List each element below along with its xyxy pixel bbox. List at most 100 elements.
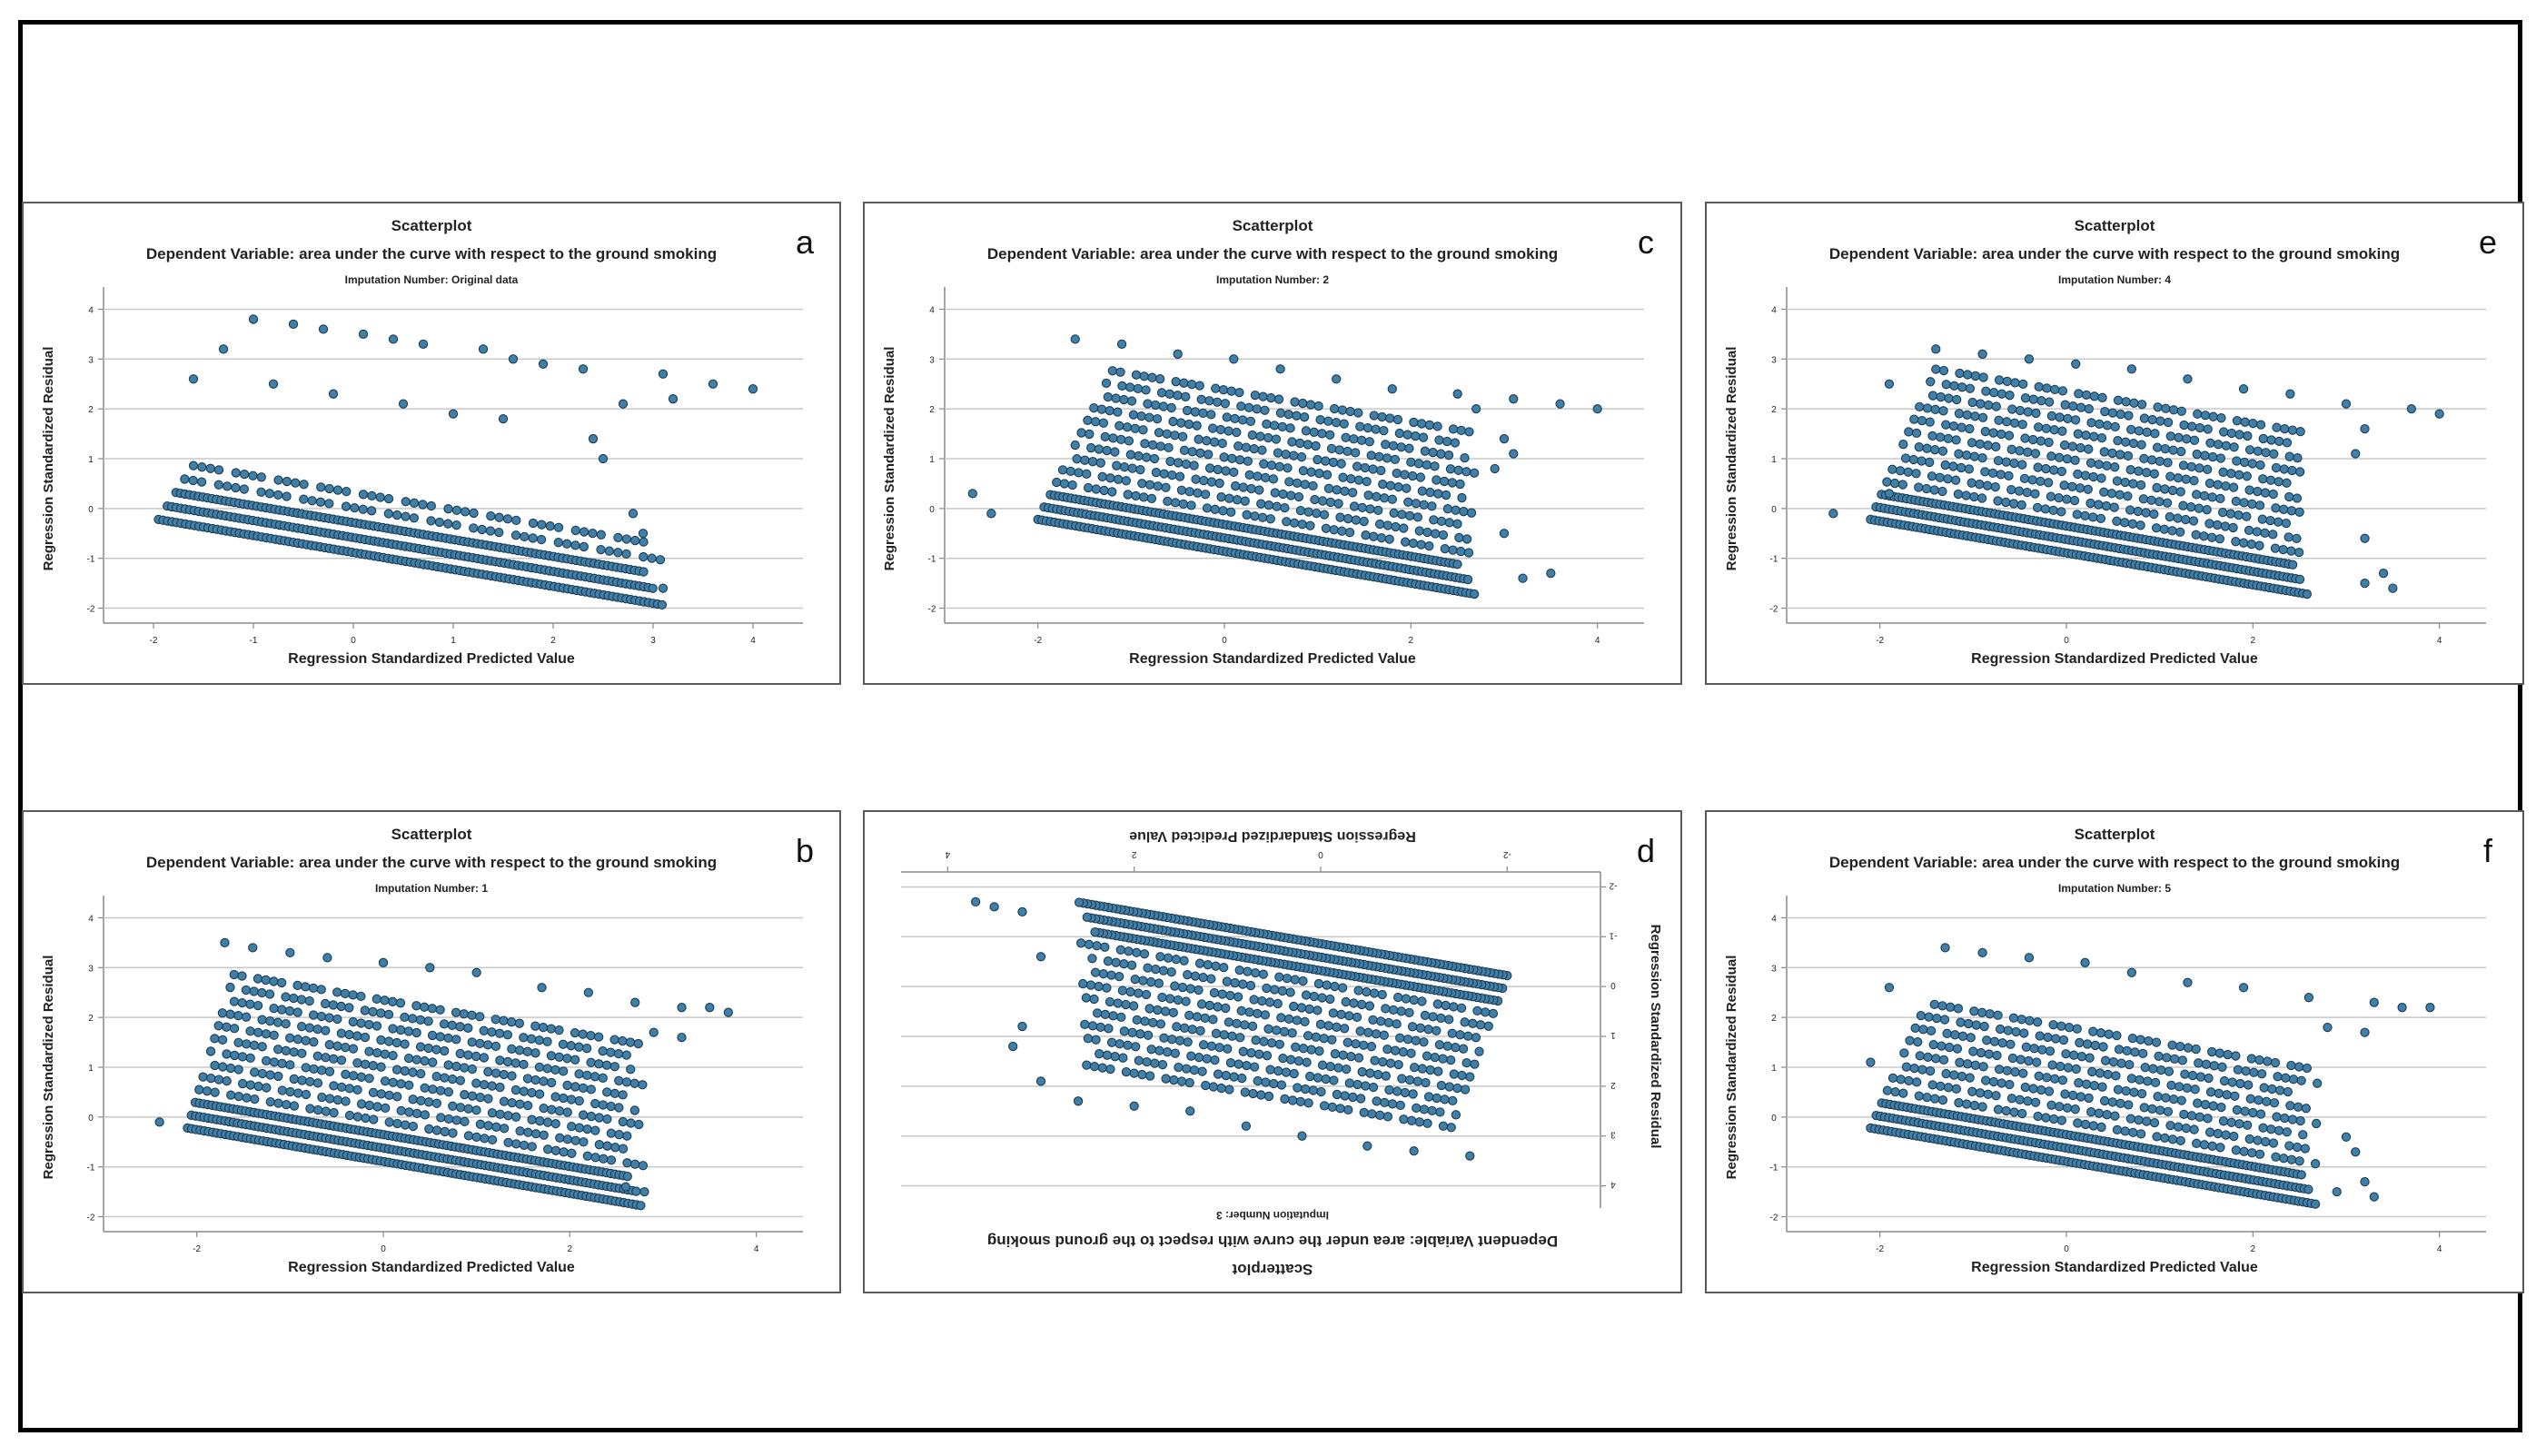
data-point <box>2274 436 2284 447</box>
data-point <box>443 1060 453 1070</box>
data-point <box>245 999 255 1009</box>
data-point <box>2262 1096 2272 1106</box>
data-point <box>1152 413 1163 424</box>
data-point <box>2205 1087 2216 1097</box>
data-point <box>1325 994 1335 1005</box>
data-point <box>598 1046 608 1056</box>
data-point <box>2284 1141 2294 1151</box>
data-point <box>1248 1088 1258 1099</box>
data-point <box>2014 486 2025 496</box>
data-point <box>1452 560 1462 570</box>
data-point <box>1984 1049 1994 1059</box>
data-point <box>1155 1019 1166 1029</box>
data-point <box>213 1075 224 1085</box>
data-point <box>2062 454 2073 464</box>
data-point <box>225 1090 236 1100</box>
data-point <box>1432 999 1442 1009</box>
data-point <box>1117 986 1127 995</box>
data-point <box>604 546 615 556</box>
data-point <box>1353 1053 1364 1063</box>
data-point <box>1414 526 1424 536</box>
data-point <box>1404 1007 1414 1018</box>
data-point <box>618 1090 628 1100</box>
data-point <box>2204 519 2214 529</box>
data-point <box>2200 1099 2211 1110</box>
data-point <box>1262 419 1272 430</box>
data-point <box>403 1026 414 1036</box>
data-point <box>528 533 538 543</box>
data-point <box>1225 990 1235 1001</box>
data-point <box>2248 1107 2258 1118</box>
data-point <box>1945 1042 1955 1053</box>
data-point <box>384 1117 394 1127</box>
data-point <box>2125 1059 2135 1070</box>
data-point <box>483 1094 493 1104</box>
data-point <box>467 1064 478 1075</box>
data-point <box>1442 436 1452 447</box>
data-point <box>213 480 223 490</box>
data-point <box>336 1082 347 1093</box>
data-point <box>356 1072 367 1082</box>
data-point <box>1355 1094 1366 1104</box>
data-point <box>1435 1107 1445 1117</box>
data-point <box>1463 548 1474 558</box>
data-point <box>1456 1003 1467 1014</box>
data-point <box>297 1075 307 1085</box>
data-point <box>1084 939 1095 949</box>
data-point <box>2125 1114 2135 1124</box>
data-point <box>1274 972 1284 982</box>
data-point <box>1114 1039 1124 1049</box>
data-point <box>1105 1064 1115 1075</box>
data-point <box>1219 963 1229 973</box>
y-tick-label: 0 <box>1610 980 1616 990</box>
data-point <box>1470 1059 1480 1069</box>
data-point <box>1155 441 1165 451</box>
data-point <box>629 1078 639 1088</box>
data-point <box>1151 965 1161 975</box>
data-point <box>1450 438 1461 448</box>
data-point <box>1174 1062 1184 1073</box>
data-point <box>1252 404 1262 414</box>
data-point <box>2001 1105 2011 1116</box>
data-point <box>566 1041 576 1051</box>
data-point <box>1387 384 1397 394</box>
data-point <box>2031 408 2041 419</box>
data-point <box>1904 1075 1914 1086</box>
data-point <box>1336 459 1346 469</box>
data-point <box>2231 1051 2241 1061</box>
data-point <box>1362 422 1373 433</box>
data-point <box>1266 461 1277 470</box>
chart-title: Scatterplot <box>391 826 472 843</box>
data-point <box>1449 1002 1459 1012</box>
data-point <box>1300 480 1310 490</box>
data-point <box>2095 1028 2106 1038</box>
data-point <box>1206 477 1217 487</box>
data-point <box>1298 1044 1309 1054</box>
y-tick-label: -1 <box>87 555 95 565</box>
data-point <box>2182 434 2192 444</box>
data-point <box>2121 437 2131 447</box>
data-point <box>1217 439 1227 449</box>
data-point <box>1329 403 1340 414</box>
data-point <box>1365 1068 1375 1078</box>
data-point <box>2033 462 2043 472</box>
data-point <box>2113 395 2124 405</box>
data-point <box>1263 500 1274 510</box>
data-point <box>1451 1043 1461 1053</box>
data-point <box>1325 430 1335 440</box>
x-tick-label: 0 <box>381 1244 386 1254</box>
data-point <box>1953 1004 1964 1014</box>
data-point <box>312 1078 323 1088</box>
data-point <box>1993 496 2003 506</box>
data-point <box>479 1053 490 1063</box>
data-point <box>396 1079 406 1089</box>
data-point <box>416 1095 426 1105</box>
data-point <box>2176 446 2186 457</box>
data-point <box>1338 472 1348 482</box>
data-point <box>1244 470 1254 480</box>
data-point <box>261 1029 272 1039</box>
data-point <box>301 1035 311 1045</box>
data-point <box>1469 589 1480 599</box>
